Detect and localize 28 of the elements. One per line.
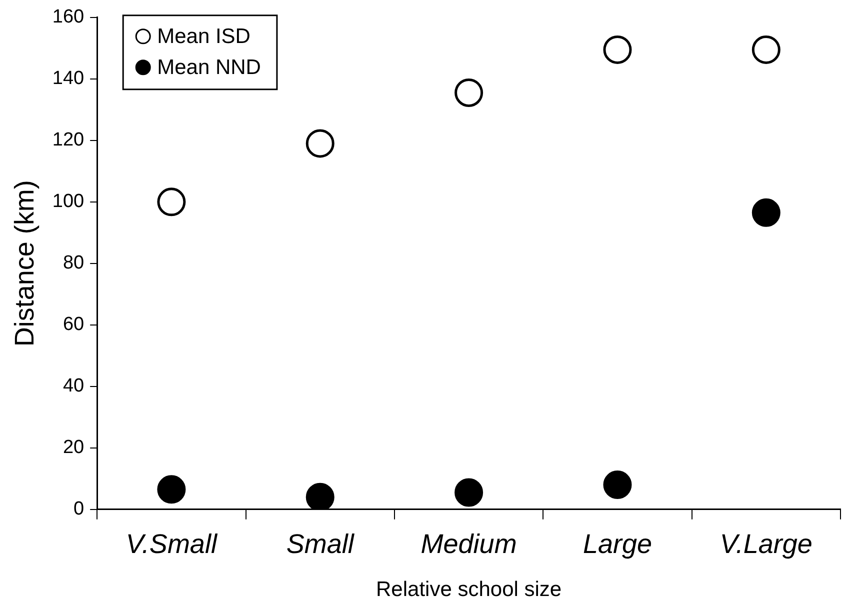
point <box>306 129 334 158</box>
point <box>752 35 780 64</box>
y-tick-label: 160 <box>52 6 84 28</box>
x-tick-label: V.Small <box>126 529 218 560</box>
point <box>752 198 780 227</box>
point <box>603 470 632 500</box>
y-tick-label: 120 <box>52 130 84 151</box>
x-tick-label: Large <box>582 529 652 560</box>
x-axis-title: Relative school size <box>376 578 562 602</box>
legend-label: Mean NND <box>157 56 261 80</box>
x-tick-label: Medium <box>420 529 517 560</box>
y-tick-label: 60 <box>62 314 84 336</box>
point <box>157 188 186 216</box>
y-axis-title: Distance (km) <box>10 180 40 347</box>
legend-label: Mean ISD <box>157 25 250 48</box>
y-tick-label: 140 <box>52 68 84 90</box>
y-tick-label: 40 <box>62 376 84 397</box>
x-tick-label: V.Large <box>720 529 812 560</box>
point <box>603 35 632 64</box>
point <box>157 475 186 504</box>
y-tick-label: 20 <box>62 437 84 458</box>
point <box>454 478 484 507</box>
x-tick-label: Small <box>286 529 355 560</box>
y-tick-label: 0 <box>74 498 84 520</box>
y-tick-label: 80 <box>62 252 84 274</box>
point <box>454 78 484 107</box>
point <box>306 482 334 510</box>
y-tick-label: 100 <box>52 191 84 212</box>
